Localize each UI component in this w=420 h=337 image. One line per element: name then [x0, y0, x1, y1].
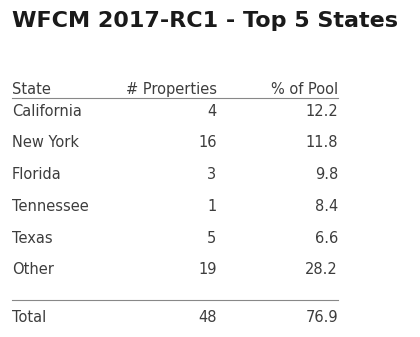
Text: 76.9: 76.9 [305, 310, 338, 325]
Text: WFCM 2017-RC1 - Top 5 States: WFCM 2017-RC1 - Top 5 States [12, 11, 398, 31]
Text: 12.2: 12.2 [305, 104, 338, 119]
Text: 48: 48 [198, 310, 216, 325]
Text: Florida: Florida [12, 167, 62, 182]
Text: 28.2: 28.2 [305, 263, 338, 277]
Text: 16: 16 [198, 135, 216, 150]
Text: # Properties: # Properties [126, 82, 216, 97]
Text: California: California [12, 104, 81, 119]
Text: 6.6: 6.6 [315, 231, 338, 246]
Text: Tennessee: Tennessee [12, 199, 89, 214]
Text: Other: Other [12, 263, 54, 277]
Text: 1: 1 [207, 199, 216, 214]
Text: New York: New York [12, 135, 79, 150]
Text: 5: 5 [207, 231, 216, 246]
Text: 4: 4 [207, 104, 216, 119]
Text: State: State [12, 82, 51, 97]
Text: 11.8: 11.8 [305, 135, 338, 150]
Text: % of Pool: % of Pool [271, 82, 338, 97]
Text: Texas: Texas [12, 231, 52, 246]
Text: 3: 3 [207, 167, 216, 182]
Text: 8.4: 8.4 [315, 199, 338, 214]
Text: 9.8: 9.8 [315, 167, 338, 182]
Text: Total: Total [12, 310, 46, 325]
Text: 19: 19 [198, 263, 216, 277]
